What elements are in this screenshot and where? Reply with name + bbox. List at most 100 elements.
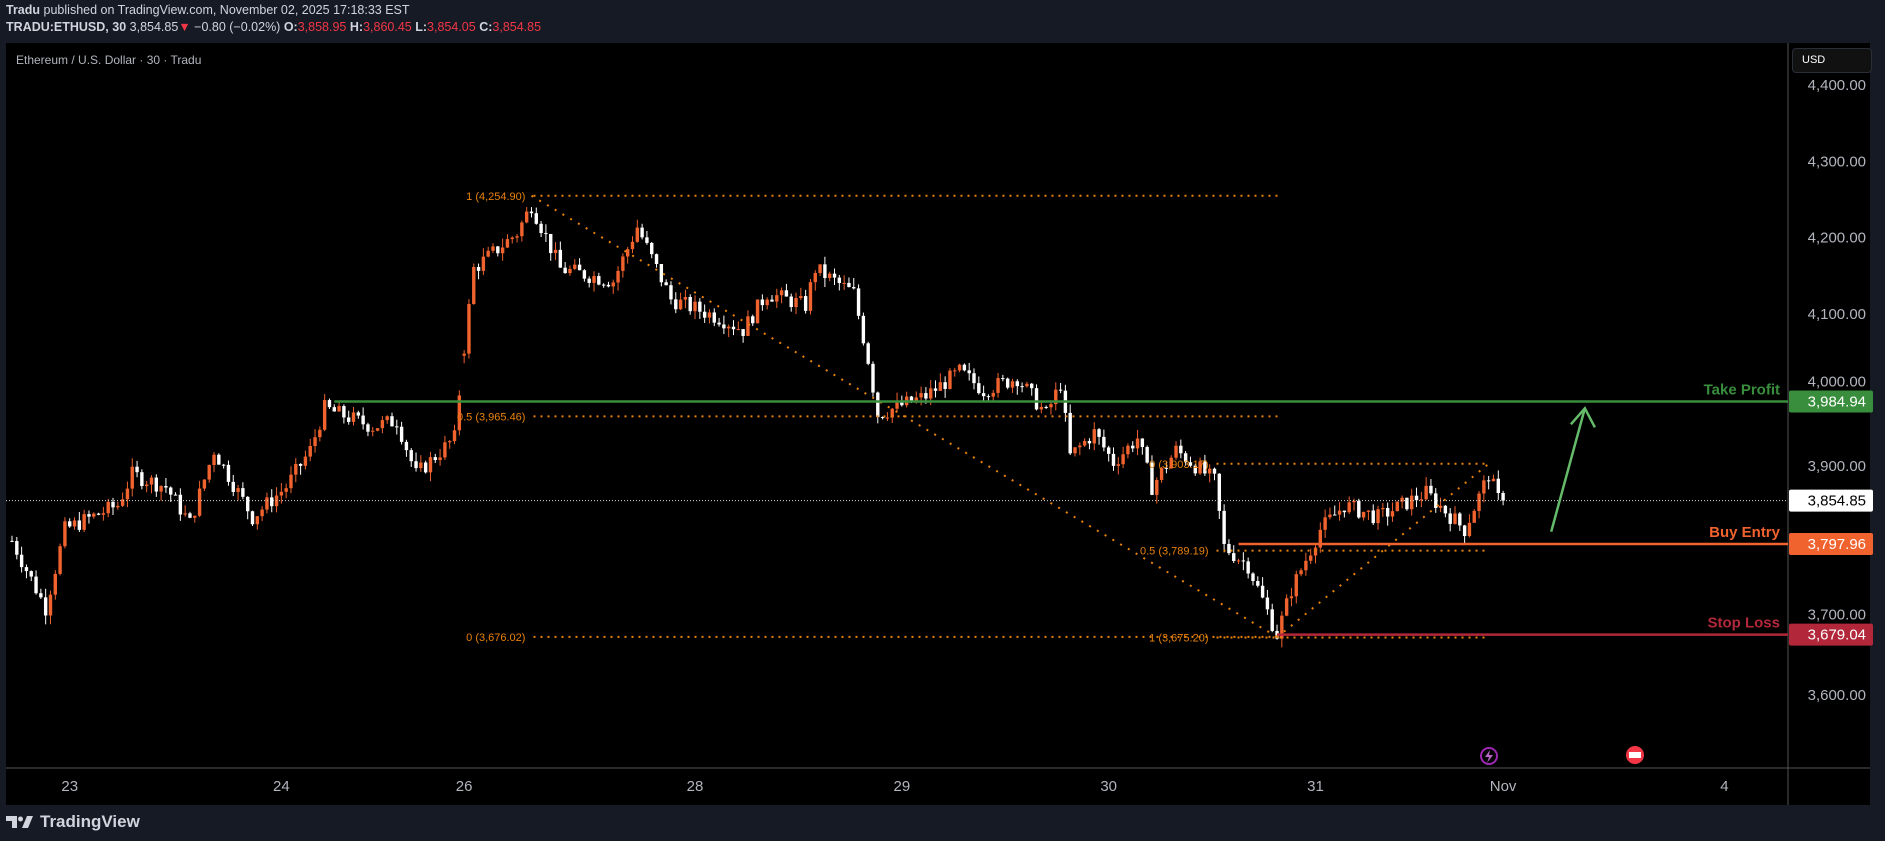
candle-body: [1232, 553, 1236, 561]
candle-body: [871, 363, 875, 393]
candle-body: [645, 237, 649, 243]
candle-body: [399, 426, 404, 442]
y-tick-label: 4,100.00: [1808, 306, 1866, 323]
candle-body: [1179, 445, 1183, 454]
candle-body: [419, 462, 423, 469]
tradingview-logo-icon: [6, 816, 33, 828]
candle-body: [390, 416, 394, 427]
candle-body: [779, 290, 784, 296]
candle-body: [452, 430, 457, 442]
x-tick-label: 30: [1100, 778, 1117, 795]
candle-body: [1265, 597, 1270, 610]
candle-body: [505, 239, 510, 248]
y-tick-label: 3,700.00: [1808, 607, 1866, 624]
candle-body: [24, 567, 29, 572]
candle-body: [1135, 438, 1140, 449]
candle-body: [1371, 510, 1375, 524]
candle-body: [1140, 438, 1145, 448]
candle-body: [1405, 497, 1409, 510]
candle-body: [72, 520, 77, 527]
candle-body: [962, 364, 967, 371]
candle-body: [751, 316, 755, 324]
lightning-bolt-icon: [1485, 750, 1493, 763]
candle-body: [438, 457, 442, 461]
candle-body: [702, 311, 707, 318]
candle-body: [1058, 389, 1063, 391]
candle-body: [250, 511, 255, 525]
candle-body: [1025, 383, 1029, 387]
candle-body: [183, 513, 187, 515]
candle-body: [1453, 513, 1457, 524]
y-tick-label: 4,000.00: [1808, 373, 1866, 390]
candle-body: [423, 462, 428, 473]
candle-body: [82, 514, 86, 530]
candle-body: [39, 593, 43, 598]
candle-body: [1198, 461, 1202, 474]
target-arrow-line: [1549, 407, 1587, 533]
candle-body: [428, 457, 433, 473]
x-tick-label: 28: [687, 778, 704, 795]
candle-body: [1328, 514, 1332, 518]
fib-level-label: 0.5 (3,965.46): [457, 411, 526, 423]
candle-body: [1486, 480, 1491, 482]
candle-body: [539, 223, 543, 234]
candle-body: [1015, 381, 1019, 387]
candle-body: [885, 417, 890, 419]
x-tick-label: 29: [894, 778, 911, 795]
candle-body: [847, 282, 851, 288]
candle-body: [356, 412, 361, 416]
candle-body: [1097, 429, 1101, 437]
candle-body: [101, 513, 106, 515]
candle-body: [375, 428, 380, 431]
candle-body: [385, 416, 389, 421]
candle-body: [159, 486, 163, 492]
candle-body: [895, 401, 899, 409]
candle-body: [1448, 513, 1452, 524]
candle-body: [919, 393, 923, 398]
candle-body: [909, 396, 914, 402]
candle-body: [755, 299, 760, 324]
candle-body: [986, 396, 991, 398]
candle-body: [1390, 511, 1395, 517]
level-price-badge: [1789, 390, 1873, 413]
candle-body: [683, 296, 688, 300]
candle-body: [380, 420, 385, 429]
candle-body: [698, 301, 702, 312]
candle-body: [1222, 510, 1226, 544]
candle-body: [303, 456, 308, 466]
change: −0.80 (−0.02%): [194, 20, 281, 34]
fib-level-label: 0.5 (3,789.19): [1140, 546, 1209, 558]
y-tick-label: 3,900.00: [1808, 458, 1866, 475]
candle-body: [784, 290, 789, 297]
candle-body: [736, 329, 741, 331]
candle-body: [395, 426, 399, 428]
fib-level-label: 0 (3,903.17): [1149, 459, 1208, 471]
x-tick-label: 4: [1720, 778, 1728, 795]
candle-body: [1400, 497, 1404, 502]
candle-body: [63, 521, 67, 547]
candle-body: [332, 407, 336, 412]
candle-body: [120, 499, 125, 506]
candle-body: [1318, 529, 1323, 548]
chart-panel[interactable]: [6, 43, 1870, 805]
level-price-text: 3,797.96: [1808, 536, 1866, 553]
currency-button[interactable]: USD: [1792, 48, 1872, 73]
candle-body: [1082, 440, 1087, 446]
candle-body: [1092, 429, 1096, 444]
candle-body: [1309, 555, 1313, 561]
symbol-info: TRADU:ETHUSD, 30 3,854.85▼ −0.80 (−0.02%…: [6, 20, 541, 34]
candle-body: [1337, 510, 1342, 515]
candle-body: [106, 501, 110, 514]
candle-body: [231, 481, 235, 492]
candle-body: [1068, 412, 1072, 454]
candle-body: [1385, 507, 1390, 517]
candle-body: [1155, 479, 1159, 495]
level-label: Stop Loss: [1707, 615, 1780, 632]
candle-body: [625, 249, 630, 257]
candle-body: [1102, 436, 1106, 448]
candle-body: [1289, 596, 1294, 599]
candle-body: [298, 463, 303, 466]
candle-body: [515, 236, 519, 238]
candle-body: [770, 299, 774, 302]
